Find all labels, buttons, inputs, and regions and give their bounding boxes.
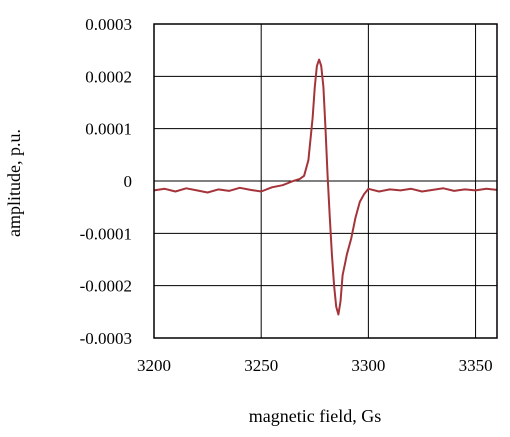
y-tick-label: 0.0003 <box>85 15 132 34</box>
y-tick-label: -0.0003 <box>80 329 132 348</box>
y-tick-label: 0.0002 <box>85 67 132 86</box>
y-tick-label: 0 <box>124 172 133 191</box>
x-tick-label: 3250 <box>244 356 278 375</box>
x-tick-label: 3300 <box>351 356 385 375</box>
y-tick-label: -0.0001 <box>80 224 132 243</box>
grid <box>153 23 497 339</box>
x-axis-label: magnetic field, Gs <box>249 406 381 426</box>
x-tick-label: 3200 <box>137 356 171 375</box>
y-tick-label: 0.0001 <box>85 120 132 139</box>
y-axis-ticks: 0.0003 0.0002 0.0001 0 -0.0001 -0.0002 -0.0003 <box>80 15 132 348</box>
x-axis-ticks: 3200 3250 3300 3350 <box>137 356 493 375</box>
x-tick-label: 3350 <box>459 356 493 375</box>
plot-frame <box>153 23 498 339</box>
y-tick-label: -0.0002 <box>80 277 132 296</box>
y-axis-label: amplitude, p.u. <box>4 129 24 237</box>
series-line <box>153 58 498 316</box>
